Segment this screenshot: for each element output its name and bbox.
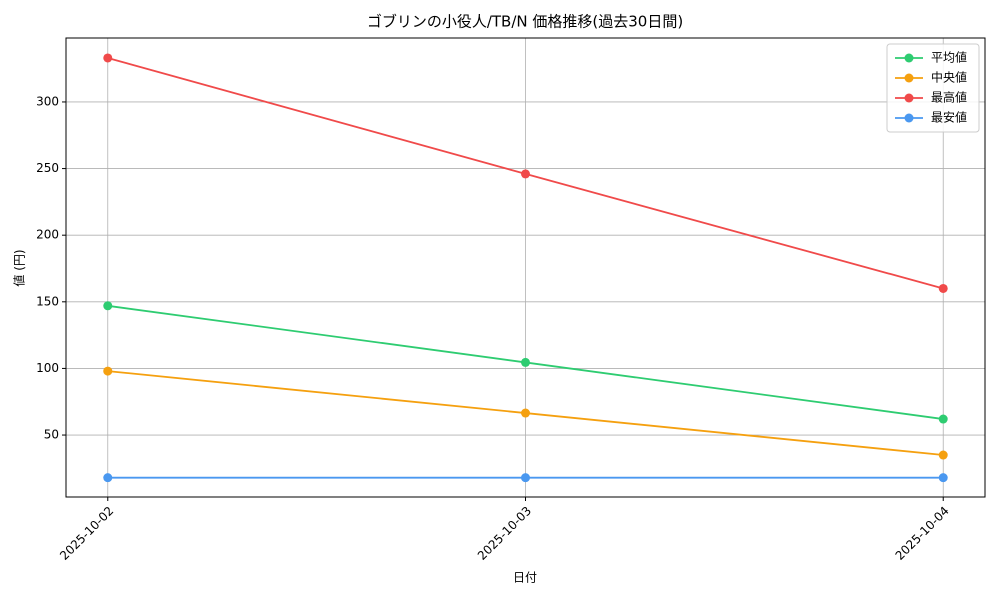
y-tick-label: 150: [36, 294, 59, 308]
data-point: [103, 301, 113, 311]
data-point: [521, 169, 530, 179]
legend-label: 最高値: [931, 90, 967, 105]
y-tick-label: 200: [36, 228, 59, 242]
y-tick-label: 100: [36, 361, 59, 375]
data-point: [103, 53, 113, 63]
legend-marker: [904, 93, 914, 103]
data-point: [938, 283, 948, 293]
x-axis-label: 日付: [513, 571, 537, 585]
data-point: [938, 414, 948, 424]
x-tick-label: 2025-10-03: [475, 504, 534, 563]
data-point: [103, 473, 113, 483]
plot-frame: [65, 37, 986, 498]
x-tick-label: 2025-10-02: [57, 504, 116, 563]
legend-label: 中央値: [931, 70, 967, 85]
data-point: [521, 473, 530, 483]
data-point: [103, 366, 113, 376]
y-tick-label: 250: [36, 161, 59, 175]
legend-label: 平均値: [931, 50, 967, 65]
data-point: [521, 408, 530, 418]
y-tick-label: 50: [44, 428, 59, 442]
chart-title: ゴブリンの小役人/TB/N 価格推移(過去30日間): [367, 13, 683, 31]
x-tick-label: 2025-10-04: [893, 504, 952, 563]
data-point: [521, 357, 530, 367]
legend-marker: [904, 73, 914, 83]
legend-box: [886, 43, 980, 133]
y-tick-label: 300: [36, 94, 59, 108]
data-point: [938, 473, 948, 483]
legend-marker: [904, 113, 914, 123]
data-point: [938, 450, 948, 460]
legend-label: 最安値: [931, 110, 967, 125]
legend-marker: [904, 53, 914, 63]
y-axis-label: 値 (円): [12, 249, 27, 286]
